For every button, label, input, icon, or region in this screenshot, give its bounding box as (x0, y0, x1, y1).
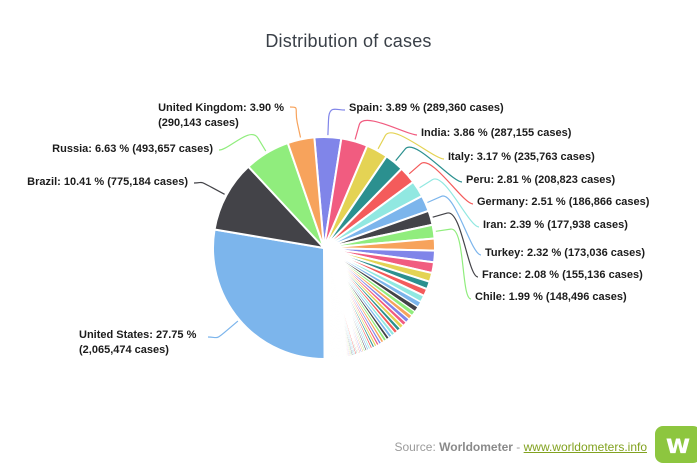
chart-title: Distribution of cases (265, 31, 432, 51)
pie-label-peru[interactable]: Peru: 2.81 % (208,823 cases) (466, 174, 616, 186)
pie-slice-united-states[interactable] (212, 228, 326, 361)
pie-label-spain[interactable]: Spain: 3.89 % (289,360 cases) (349, 102, 504, 114)
source-prefix: Source: (394, 440, 436, 454)
label-connector-spain (327, 108, 346, 136)
label-connector-italy (377, 132, 445, 160)
pie-label-iran[interactable]: Iran: 2.39 % (177,938 cases) (483, 219, 628, 231)
pie-label-chile[interactable]: Chile: 1.99 % (148,496 cases) (475, 291, 627, 303)
worldometer-logo[interactable]: w (655, 426, 697, 463)
pie-label-united-kingdom[interactable]: United Kingdom: 3.90 % (290,143 cases) (158, 102, 284, 129)
label-connector-turkey (427, 195, 482, 256)
pie-label-united-states[interactable]: United States: 27.75 % (2,065,474 cases) (79, 329, 197, 356)
pie-label-turkey[interactable]: Turkey: 2.32 % (173,036 cases) (485, 247, 646, 259)
source-name: Worldometer (439, 440, 513, 454)
source-line: Source: Worldometer - www.worldometers.i… (394, 440, 647, 454)
pie-label-italy[interactable]: Italy: 3.17 % (235,763 cases) (448, 151, 595, 163)
pie-label-russia[interactable]: Russia: 6.63 % (493,657 cases) (52, 143, 213, 155)
label-connector-peru (395, 146, 463, 183)
label-connector-france (432, 212, 479, 278)
source-separator: - (512, 440, 524, 454)
pie-label-brazil[interactable]: Brazil: 10.41 % (775,184 cases) (27, 176, 188, 188)
pie-slice-united-kingdom[interactable] (286, 136, 325, 249)
label-connector-india (354, 119, 418, 140)
label-connector-russia (218, 134, 267, 152)
pie-label-france[interactable]: France: 2.08 % (155,136 cases) (482, 269, 643, 281)
label-connector-united-kingdom (289, 106, 302, 138)
label-connector-iran (419, 178, 480, 228)
label-connector-brazil (193, 181, 225, 195)
label-connector-chile (435, 228, 472, 300)
pie-label-germany[interactable]: Germany: 2.51 % (186,866 cases) (477, 196, 650, 208)
pie-label-india[interactable]: India: 3.86 % (287,155 cases) (421, 127, 572, 139)
label-connector-united-states (207, 320, 239, 339)
label-connectors-group (193, 106, 482, 339)
pie-slice-brazil[interactable] (213, 165, 325, 249)
logo-w-glyph: w (665, 429, 691, 460)
pie-slices-group (212, 136, 436, 361)
label-connector-germany (408, 162, 474, 205)
worldometers-link[interactable]: www.worldometers.info (523, 440, 647, 454)
pie-slice-other-85 (323, 247, 331, 360)
